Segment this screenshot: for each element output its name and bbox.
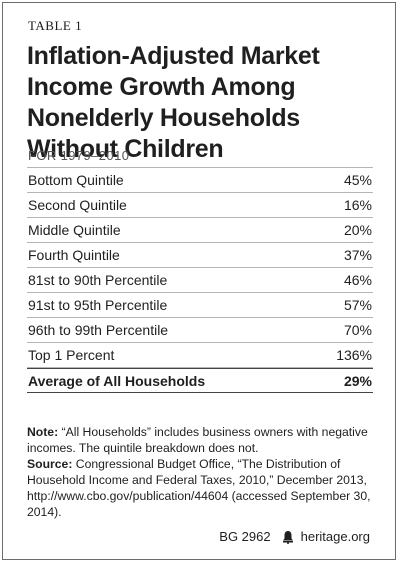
table-row: 81st to 90th Percentile 46% [27, 268, 373, 293]
source-label: Source: [27, 457, 73, 471]
row-value: 37% [343, 247, 372, 263]
table-frame [2, 2, 396, 560]
table-row: 96th to 99th Percentile 70% [27, 318, 373, 343]
note-label: Note: [27, 425, 59, 439]
table-row: 91st to 95th Percentile 57% [27, 293, 373, 318]
total-label: Average of All Households [28, 372, 206, 389]
row-label: Fourth Quintile [28, 247, 120, 263]
footer: BG 2962 heritage.org [219, 529, 370, 544]
table-row: Fourth Quintile 37% [27, 243, 373, 268]
row-label: Bottom Quintile [28, 172, 124, 188]
total-row: Average of All Households 29% [27, 368, 373, 393]
row-label: 91st to 95th Percentile [28, 297, 168, 313]
page-title: Inflation-Adjusted Market Income Growth … [27, 42, 320, 163]
table-row: Top 1 Percent 136% [27, 343, 373, 368]
row-label: 81st to 90th Percentile [28, 272, 168, 288]
total-value: 29% [343, 372, 372, 389]
table-row: Second Quintile 16% [27, 193, 373, 218]
row-label: 96th to 99th Percentile [28, 322, 169, 338]
note-text: “All Households” includes business owner… [27, 425, 368, 455]
row-value: 45% [343, 172, 372, 188]
notes-block: Note: “All Households” includes business… [27, 424, 377, 520]
row-value: 20% [343, 222, 372, 238]
row-value: 136% [336, 347, 372, 363]
table-row: Middle Quintile 20% [27, 218, 373, 243]
table-row: Bottom Quintile 45% [27, 168, 373, 193]
row-label: Second Quintile [28, 197, 127, 213]
row-value: 70% [343, 322, 372, 338]
table-label: TABLE 1 [28, 18, 83, 33]
site-link[interactable]: heritage.org [300, 529, 370, 544]
row-label: Middle Quintile [28, 222, 121, 238]
row-label: Top 1 Percent [28, 347, 115, 363]
bell-icon [281, 530, 295, 544]
report-code: BG 2962 [219, 529, 271, 544]
row-value: 16% [343, 197, 372, 213]
row-value: 57% [343, 297, 372, 313]
row-value: 46% [343, 272, 372, 288]
source-text: Congressional Budget Office, “The Distri… [27, 457, 371, 519]
data-table: Bottom Quintile 45% Second Quintile 16% … [27, 167, 373, 393]
subtitle: FOR 1979–2010 [28, 148, 130, 163]
